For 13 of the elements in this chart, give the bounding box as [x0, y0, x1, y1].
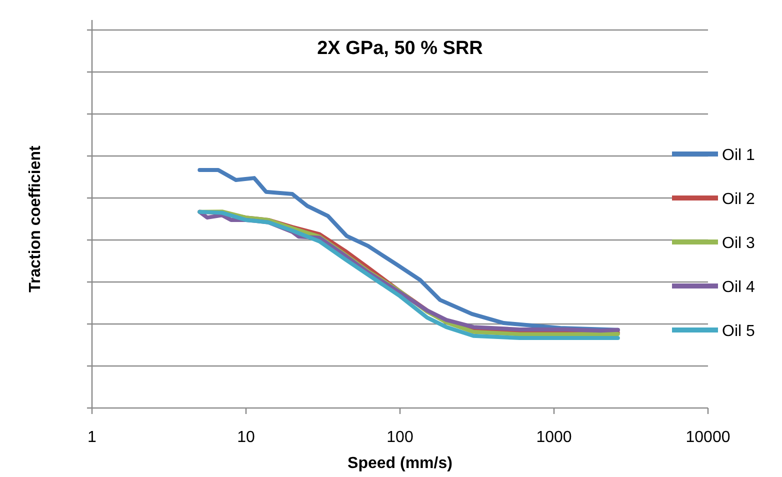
legend-label: Oil 1 [722, 147, 755, 164]
x-tick-label: 100 [386, 429, 414, 446]
legend-label: Oil 2 [722, 191, 755, 208]
x-axis-title: Speed (mm/s) [348, 455, 452, 472]
x-tick-label: 1 [88, 429, 97, 446]
x-tick-label: 10000 [686, 429, 730, 446]
x-tick-label: 10 [237, 429, 255, 446]
legend-label: Oil 3 [722, 235, 755, 252]
legend-label: Oil 4 [722, 279, 755, 296]
y-axis-title: Traction coefficient [27, 144, 44, 292]
chart-title: 2X GPa, 50 % SRR [317, 38, 484, 59]
legend-label: Oil 5 [722, 323, 755, 340]
x-tick-label: 1000 [536, 429, 572, 446]
